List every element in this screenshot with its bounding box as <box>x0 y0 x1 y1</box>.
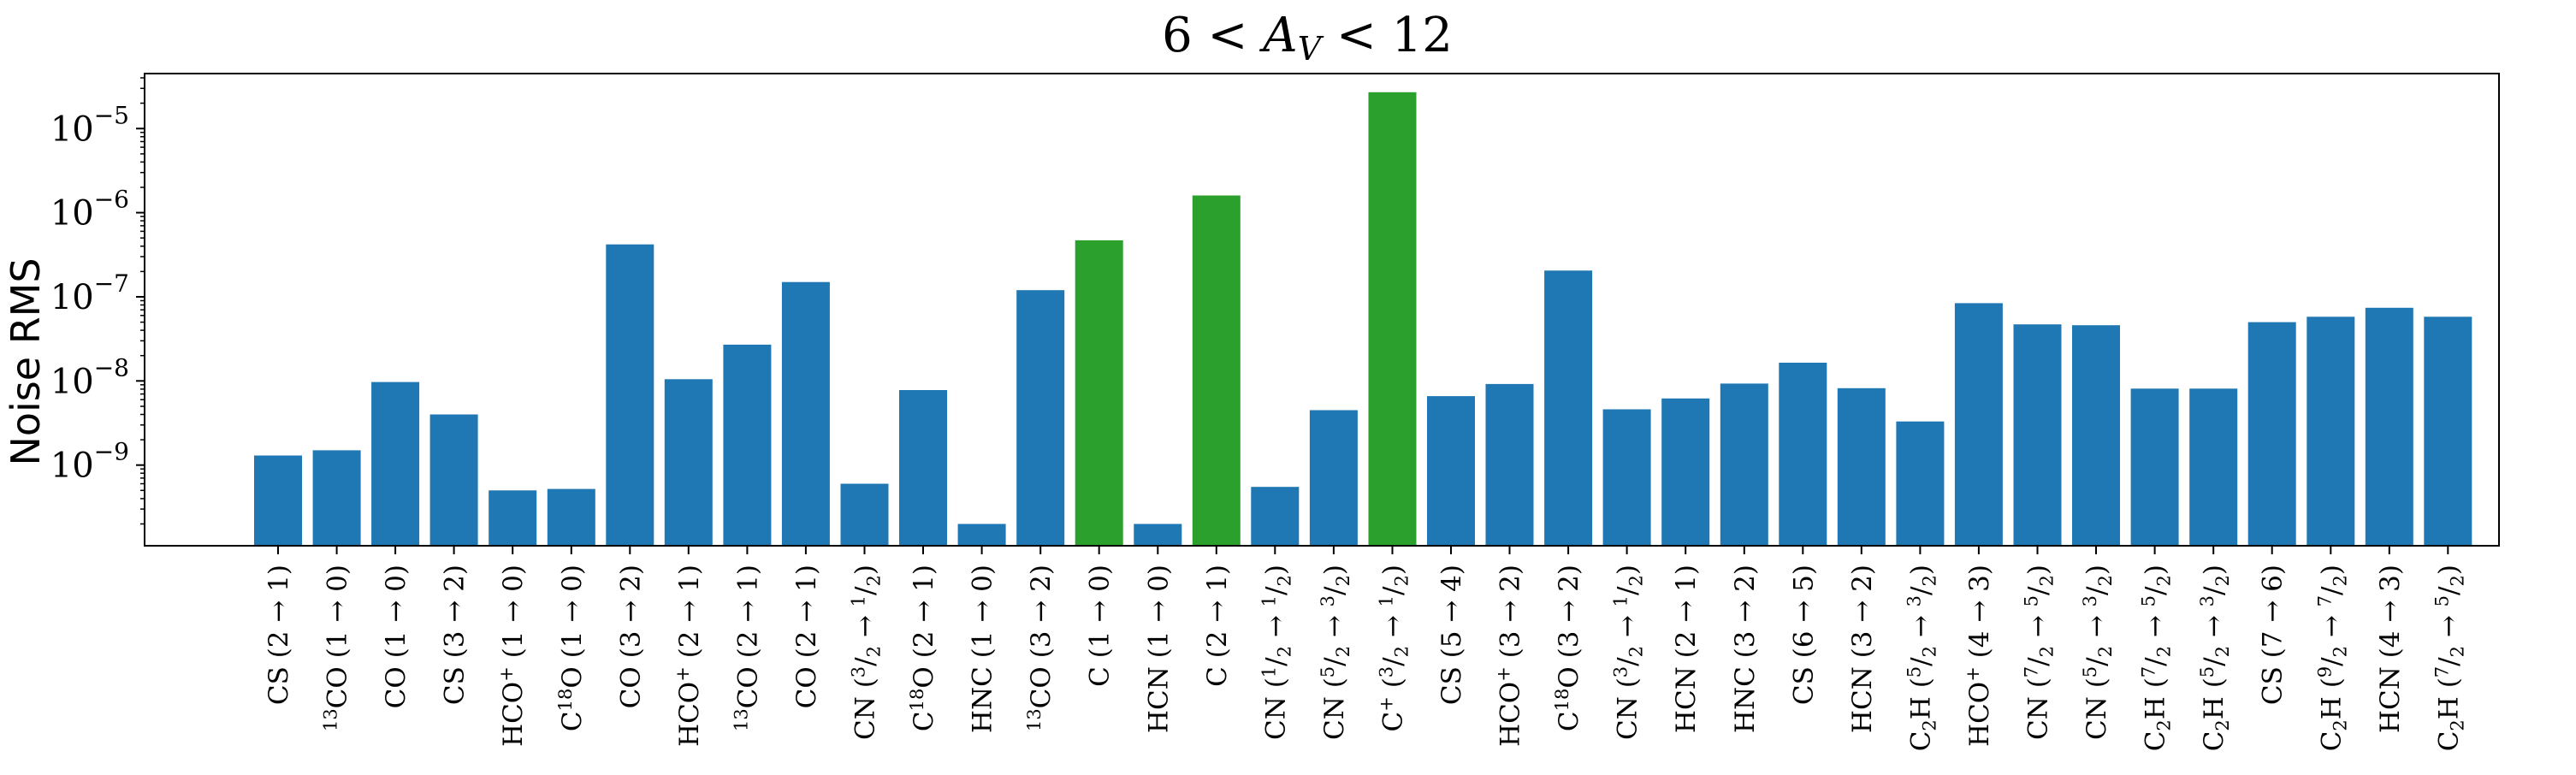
bar-0 <box>254 455 302 546</box>
x-category-label-26: CS (6 → 5) <box>1788 565 1819 705</box>
title-right: < 12 <box>1321 8 1453 63</box>
x-category-label-6: CO (3 → 2) <box>615 565 646 708</box>
bar-16 <box>1192 195 1241 546</box>
bar-34 <box>2247 322 2296 546</box>
x-category-label-27: HCN (3 → 2) <box>1847 565 1878 733</box>
x-category-label-34: CS (7 → 6) <box>2258 565 2289 705</box>
y-tick-label-4: 10−5 <box>50 101 129 149</box>
bar-37 <box>2424 317 2472 546</box>
bar-35 <box>2307 317 2355 546</box>
x-category-label-24: HCN (2 → 1) <box>1671 565 1702 733</box>
bar-29 <box>1954 303 2003 546</box>
x-category-label-28: C2H (5/2 → 3/2) <box>1904 565 1939 751</box>
bar-8 <box>723 344 772 546</box>
bar-21 <box>1485 383 1534 546</box>
title-variable: A <box>1258 8 1297 63</box>
x-category-label-21: HCO+ (3 → 2) <box>1494 565 1526 747</box>
x-category-label-32: C2H (7/2 → 5/2) <box>2139 565 2175 751</box>
x-category-label-30: CN (7/2 → 5/2) <box>2022 565 2058 740</box>
bar-31 <box>2072 325 2120 546</box>
bar-14 <box>1075 240 1123 546</box>
x-category-label-3: CS (3 → 2) <box>440 565 471 705</box>
x-category-label-33: C2H (5/2 → 3/2) <box>2197 565 2233 751</box>
x-category-label-16: C (2 → 1) <box>1202 565 1233 687</box>
x-category-label-35: C2H (9/2 → 7/2) <box>2314 565 2350 751</box>
x-category-label-12: HNC (1 → 0) <box>968 565 998 733</box>
y-tick-label-3: 10−6 <box>50 186 129 234</box>
x-category-label-17: CN (1/2 → 1/2) <box>1258 565 1294 740</box>
title-left: 6 < <box>1162 8 1263 63</box>
x-category-label-37: C2H (7/2 → 5/2) <box>2431 565 2467 751</box>
bar-11 <box>899 390 947 546</box>
bar-6 <box>606 244 654 546</box>
x-category-label-15: HCN (1 → 0) <box>1143 565 1174 733</box>
x-category-label-9: CO (2 → 1) <box>791 565 822 708</box>
bar-27 <box>1837 388 1886 546</box>
x-category-label-10: CN (3/2 → 1/2) <box>849 565 885 740</box>
bar-9 <box>781 281 830 546</box>
bar-32 <box>2130 388 2179 546</box>
bar-5 <box>547 488 595 546</box>
y-axis-label: Noise RMS <box>3 257 49 465</box>
x-category-label-5: C18O (1 → 0) <box>555 565 588 731</box>
x-category-label-13: 13CO (3 → 2) <box>1024 565 1057 731</box>
bar-33 <box>2189 388 2238 546</box>
x-category-label-29: HCO+ (4 → 3) <box>1963 565 1995 747</box>
x-category-label-31: CN (5/2 → 3/2) <box>2080 565 2116 740</box>
chart-title: 6 < AV < 12 <box>1162 8 1453 68</box>
y-axis-ticks: 10−9 10−8 10−7 10−6 10−5 <box>50 77 145 525</box>
bar-18 <box>1309 410 1358 546</box>
x-category-label-0: CS (2 → 1) <box>264 565 294 705</box>
x-category-label-36: HCN (4 → 3) <box>2375 565 2406 733</box>
bar-23 <box>1602 409 1651 546</box>
bar-20 <box>1427 396 1475 546</box>
x-category-label-25: HNC (3 → 2) <box>1730 565 1761 733</box>
x-category-label-22: C18O (3 → 2) <box>1552 565 1584 731</box>
bar-13 <box>1016 290 1065 546</box>
x-category-label-11: C18O (2 → 1) <box>907 565 939 731</box>
x-category-label-14: C (1 → 0) <box>1085 565 1116 687</box>
x-category-label-20: CS (5 → 4) <box>1436 565 1467 705</box>
x-axis-ticks: CS (2 → 1) 13CO (1 → 0) CO (1 → 0) CS (3 → … <box>264 546 2467 751</box>
x-category-label-8: 13CO (2 → 1) <box>731 565 763 731</box>
bar-10 <box>840 483 889 546</box>
x-category-label-19: C+ (3/2 → 1/2) <box>1377 565 1412 732</box>
x-category-label-1: 13CO (1 → 0) <box>321 565 353 731</box>
bar-30 <box>2013 324 2062 546</box>
bar-19 <box>1368 92 1417 547</box>
bar-26 <box>1779 363 1827 546</box>
x-category-label-7: HCO+ (2 → 1) <box>672 565 705 747</box>
bar-1 <box>312 450 361 546</box>
bar-28 <box>1896 421 1945 546</box>
bar-36 <box>2365 307 2413 546</box>
bar-17 <box>1251 487 1300 546</box>
title-subscript: V <box>1298 30 1324 68</box>
x-category-label-18: CN (5/2 → 3/2) <box>1318 565 1353 740</box>
bars-group <box>254 92 2472 547</box>
bar-4 <box>489 490 537 546</box>
plot-area-frame <box>144 73 2500 547</box>
bar-15 <box>1134 524 1182 546</box>
y-tick-label-0: 10−9 <box>50 438 129 486</box>
bar-3 <box>429 414 478 546</box>
bar-2 <box>371 382 420 546</box>
x-category-label-23: CN (3/2 → 1/2) <box>1611 565 1647 740</box>
bar-7 <box>664 379 713 546</box>
bar-25 <box>1720 383 1768 546</box>
bar-22 <box>1544 270 1593 546</box>
bar-12 <box>957 524 1006 546</box>
x-category-label-4: HCO+ (1 → 0) <box>496 565 529 747</box>
bar-24 <box>1661 398 1710 546</box>
y-tick-label-1: 10−8 <box>50 353 129 401</box>
y-tick-label-2: 10−7 <box>50 269 129 317</box>
x-category-label-2: CO (1 → 0) <box>381 565 412 708</box>
